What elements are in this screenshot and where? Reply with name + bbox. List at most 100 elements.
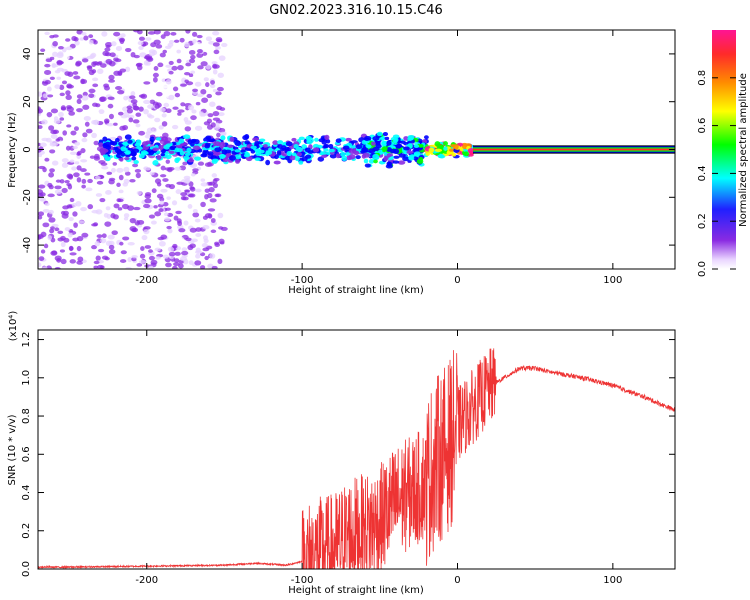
sonogram-cell <box>362 152 371 158</box>
sonogram-cell <box>152 72 159 78</box>
sonogram-cell <box>355 144 363 150</box>
sonogram-cell <box>143 55 152 60</box>
sonogram-cell <box>120 152 126 157</box>
sonogram-cell <box>386 161 392 167</box>
sonogram-cell <box>143 99 151 105</box>
sonogram-cell <box>160 153 165 157</box>
sonogram-cell <box>229 136 235 142</box>
sonogram-cell <box>234 149 241 153</box>
sonogram-cell <box>138 45 144 51</box>
sonogram-cell <box>138 259 147 264</box>
sonogram-cell <box>104 221 112 227</box>
sonogram-cell <box>76 30 83 35</box>
sonogram-cell <box>73 126 79 131</box>
sonogram-cell <box>49 35 55 39</box>
sonogram-cell <box>265 159 271 166</box>
sonogram-cell <box>80 168 87 173</box>
sonogram-cell <box>176 218 182 224</box>
sonogram-cell <box>204 144 211 149</box>
sonogram-cell <box>398 153 406 158</box>
colorbar: 0.0 0.2 0.4 0.6 0.8 Normalized spectral ampl… <box>697 30 749 277</box>
sonogram-cell <box>148 214 156 219</box>
sonogram-cell <box>273 160 281 165</box>
sonogram-cell <box>93 119 100 126</box>
sonogram-cell <box>254 157 261 162</box>
sonogram-cell <box>451 152 457 157</box>
sonogram-cell <box>138 94 146 98</box>
sonogram-cell <box>197 161 205 166</box>
sonogram-cell <box>74 161 80 165</box>
sonogram-cell <box>106 122 114 127</box>
sonogram-cell <box>93 265 99 269</box>
sonogram-cell <box>155 91 163 97</box>
sonogram-cell <box>120 146 127 152</box>
sonogram-cell <box>165 108 172 114</box>
sonogram-cell <box>61 158 69 163</box>
sonogram-cell <box>72 145 78 150</box>
sonogram-cell <box>195 101 201 106</box>
sonogram-cell <box>39 192 46 197</box>
sonogram-cell <box>221 42 228 48</box>
sonogram-cell <box>216 38 223 43</box>
sonogram-cell <box>88 93 95 98</box>
sonogram-cell <box>103 118 110 124</box>
sonogram-cell <box>162 178 169 182</box>
sonogram-cell <box>97 68 104 75</box>
sonogram-cell <box>127 139 133 144</box>
sonogram-cell <box>122 141 128 146</box>
sonogram-cell <box>144 194 152 199</box>
sonogram-cell <box>218 141 226 148</box>
sonogram-cell <box>160 188 168 193</box>
sonogram-cell <box>207 113 214 118</box>
sonogram-cell <box>120 115 128 119</box>
sonogram-cell <box>139 52 147 58</box>
sonogram-cell <box>186 147 192 153</box>
sonogram-cell <box>75 201 82 207</box>
sonogram-cell <box>454 144 459 150</box>
sonogram-cell <box>130 99 138 104</box>
sonogram-cell <box>49 76 55 81</box>
snr-y-ticks: 0.0 0.2 0.4 0.6 0.8 1.0 1.2 <box>21 332 675 577</box>
sonogram-cell <box>80 206 87 212</box>
sonogram-cell <box>177 65 184 71</box>
sonogram-cell <box>392 160 400 164</box>
sonogram-cell <box>373 159 378 164</box>
colorbar-label: Normalized spectral amplitude <box>738 73 749 227</box>
sonogram-cell <box>177 112 182 116</box>
sonogram-cell <box>52 51 59 58</box>
sonogram-cell <box>85 128 93 134</box>
sonogram-cell <box>136 263 143 267</box>
sonogram-cell <box>204 255 209 261</box>
sonogram-cell <box>188 50 196 55</box>
sonogram-cell <box>98 142 104 148</box>
sonogram-cell <box>163 212 169 217</box>
sonogram-cell <box>148 249 154 253</box>
sonogram-cell <box>168 39 175 44</box>
sonogram-cell <box>124 156 130 161</box>
sonogram-cell <box>100 63 107 68</box>
sonogram-cell <box>77 150 82 156</box>
sonogram-cell <box>123 151 131 155</box>
sonogram-cell <box>174 92 181 98</box>
sonogram-cell <box>81 178 87 184</box>
sonogram-cell <box>169 146 175 150</box>
sonogram-cell <box>148 255 155 261</box>
sonogram-cell <box>192 168 199 172</box>
sonogram-cell <box>187 203 193 209</box>
sonogram-cell <box>184 41 190 48</box>
sonogram-cell <box>80 148 86 154</box>
sonogram-cell <box>317 156 325 162</box>
sonogram-cell <box>118 189 124 194</box>
sonogram-cell <box>81 137 88 143</box>
sonogram-cell <box>201 97 209 103</box>
sonogram-cell <box>200 182 208 187</box>
sonogram-cell <box>62 130 68 136</box>
sonogram-cell <box>58 111 64 118</box>
sonogram-cell <box>124 134 132 140</box>
snr-y-tick-label: 0.4 <box>21 485 32 501</box>
sonogram-cell <box>153 30 161 35</box>
sonogram-cell <box>48 209 54 215</box>
sonogram-cell <box>243 153 251 158</box>
sonogram-cell <box>81 32 87 36</box>
sonogram-cell <box>184 189 191 193</box>
